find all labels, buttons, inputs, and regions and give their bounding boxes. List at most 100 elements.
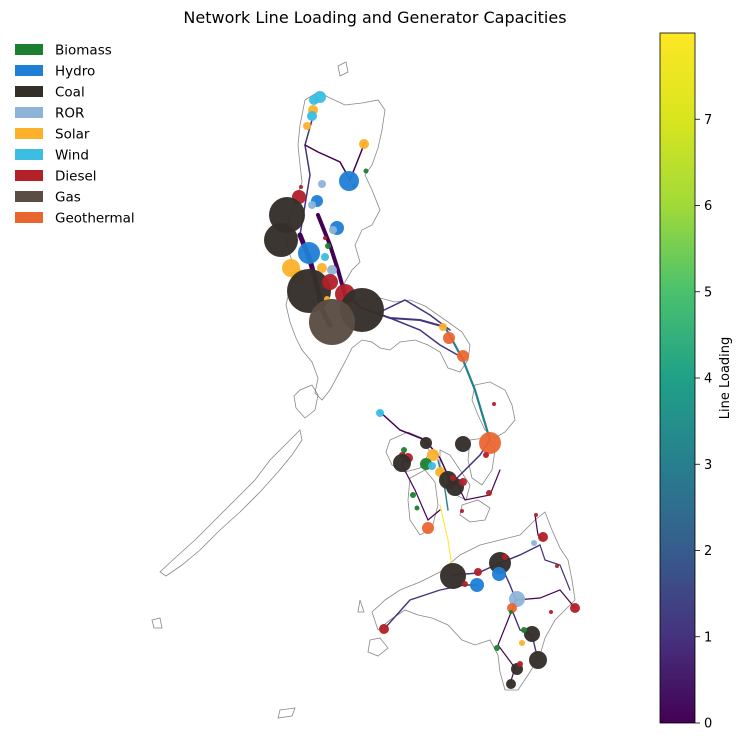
zamboanga-outline (367, 637, 389, 657)
generator-coal (420, 437, 432, 449)
generator-hydro (492, 567, 506, 581)
colorbar-tick-label: 3 (704, 458, 712, 473)
panay-outline (385, 431, 431, 473)
generator-diesel (299, 185, 303, 189)
legend-label-ror: ROR (55, 106, 84, 122)
generator-coal (264, 223, 298, 257)
generator-ror (308, 201, 316, 209)
generator-coal (529, 651, 547, 669)
samar-outline (471, 381, 516, 439)
generator-biomass (509, 610, 513, 614)
legend-label-gas: Gas (55, 190, 81, 206)
generator-diesel (460, 509, 464, 513)
mindoro-outline (293, 384, 319, 419)
colorbar-tick-label: 0 (704, 717, 712, 732)
small-island-4 (151, 617, 163, 629)
generator-biomass (325, 243, 331, 249)
generator-geothermal (457, 350, 469, 362)
generator-ror (318, 180, 326, 188)
generator-geothermal (479, 432, 501, 454)
transmission-lines (297, 119, 576, 685)
legend-label-coal: Coal (55, 85, 85, 101)
generator-geothermal (422, 522, 434, 534)
generator-diesel (570, 603, 580, 613)
generator-coal (287, 269, 331, 313)
generator-biomass (494, 645, 500, 651)
generator-diesel (459, 478, 467, 486)
generator-diesel (549, 610, 553, 614)
colorbar-gradient (659, 32, 696, 724)
small-island-1 (277, 707, 296, 719)
generator-solar (359, 139, 369, 149)
generator-coal (393, 454, 411, 472)
line-segment (384, 584, 479, 629)
colorbar-tick-label: 5 (704, 285, 712, 300)
line-segment (499, 562, 539, 661)
colorbar-tick-label: 7 (704, 113, 712, 128)
legend-swatch-solar (15, 128, 43, 139)
generator-solar (439, 323, 447, 331)
generator-wind (309, 95, 319, 105)
legend-label-geothermal: Geothermal (55, 211, 135, 227)
generator-diesel (322, 274, 338, 290)
generator-diesel (462, 581, 468, 587)
generator-ror (327, 265, 337, 275)
legend-swatch-diesel (15, 170, 43, 181)
legend-swatch-coal (15, 86, 43, 97)
generator-diesel (483, 452, 489, 458)
generator-hydro (470, 578, 484, 592)
generator-hydro (298, 242, 320, 264)
generator-coal (506, 679, 516, 689)
generator-solar (427, 449, 439, 461)
generator-biomass (401, 447, 407, 453)
generator-diesel (323, 236, 327, 240)
line-segment (304, 141, 366, 182)
legend-swatch-geothermal (15, 212, 43, 223)
generator-wind (321, 253, 329, 261)
small-island-3 (357, 599, 365, 613)
colorbar-tick-label: 1 (704, 630, 712, 645)
generator-biomass (414, 505, 420, 511)
chart-title: Network Line Loading and Generator Capac… (183, 8, 566, 27)
colorbar: 0 1 2 3 4 5 6 7 Line Loading (659, 32, 733, 732)
bohol-outline (459, 499, 491, 523)
generator-ror (329, 226, 337, 234)
generator-gas (309, 299, 355, 345)
generator-wind (428, 462, 436, 470)
line-segment (379, 299, 451, 331)
generator-ror (531, 540, 537, 546)
generator-diesel (450, 475, 456, 481)
legend-swatch-gas (15, 191, 43, 202)
line-segment (497, 609, 516, 685)
legend-label-hydro: Hydro (55, 64, 95, 80)
legend-swatch-ror (15, 107, 43, 118)
legend-label-diesel: Diesel (55, 169, 97, 185)
legend-swatch-hydro (15, 65, 43, 76)
generator-solar (519, 640, 525, 646)
generator-diesel (538, 532, 548, 542)
generator-coal (524, 626, 540, 642)
legend-swatch-wind (15, 149, 43, 160)
line-segment (539, 544, 571, 591)
generator-diesel (379, 624, 389, 634)
colorbar-tick-label: 6 (704, 199, 712, 214)
generator-diesel (492, 402, 496, 406)
generator-biomass (410, 492, 416, 498)
generator-geothermal (507, 603, 517, 613)
legend-label-biomass: Biomass (55, 43, 112, 59)
legend-label-wind: Wind (55, 148, 89, 164)
small-island-2 (337, 61, 349, 77)
colorbar-tick-label: 2 (704, 544, 712, 559)
generator-hydro (339, 171, 359, 191)
generator-geothermal (443, 332, 455, 344)
generator-solar (317, 263, 327, 273)
generator-biomass (521, 627, 527, 633)
line-segment (389, 317, 464, 359)
generator-coal (455, 436, 471, 452)
generator-diesel (502, 554, 508, 560)
generator-biomass (363, 168, 369, 174)
legend-swatch-biomass (15, 44, 43, 55)
generator-diesel (534, 513, 538, 517)
colorbar-ticks: 0 1 2 3 4 5 6 7 (695, 113, 712, 732)
